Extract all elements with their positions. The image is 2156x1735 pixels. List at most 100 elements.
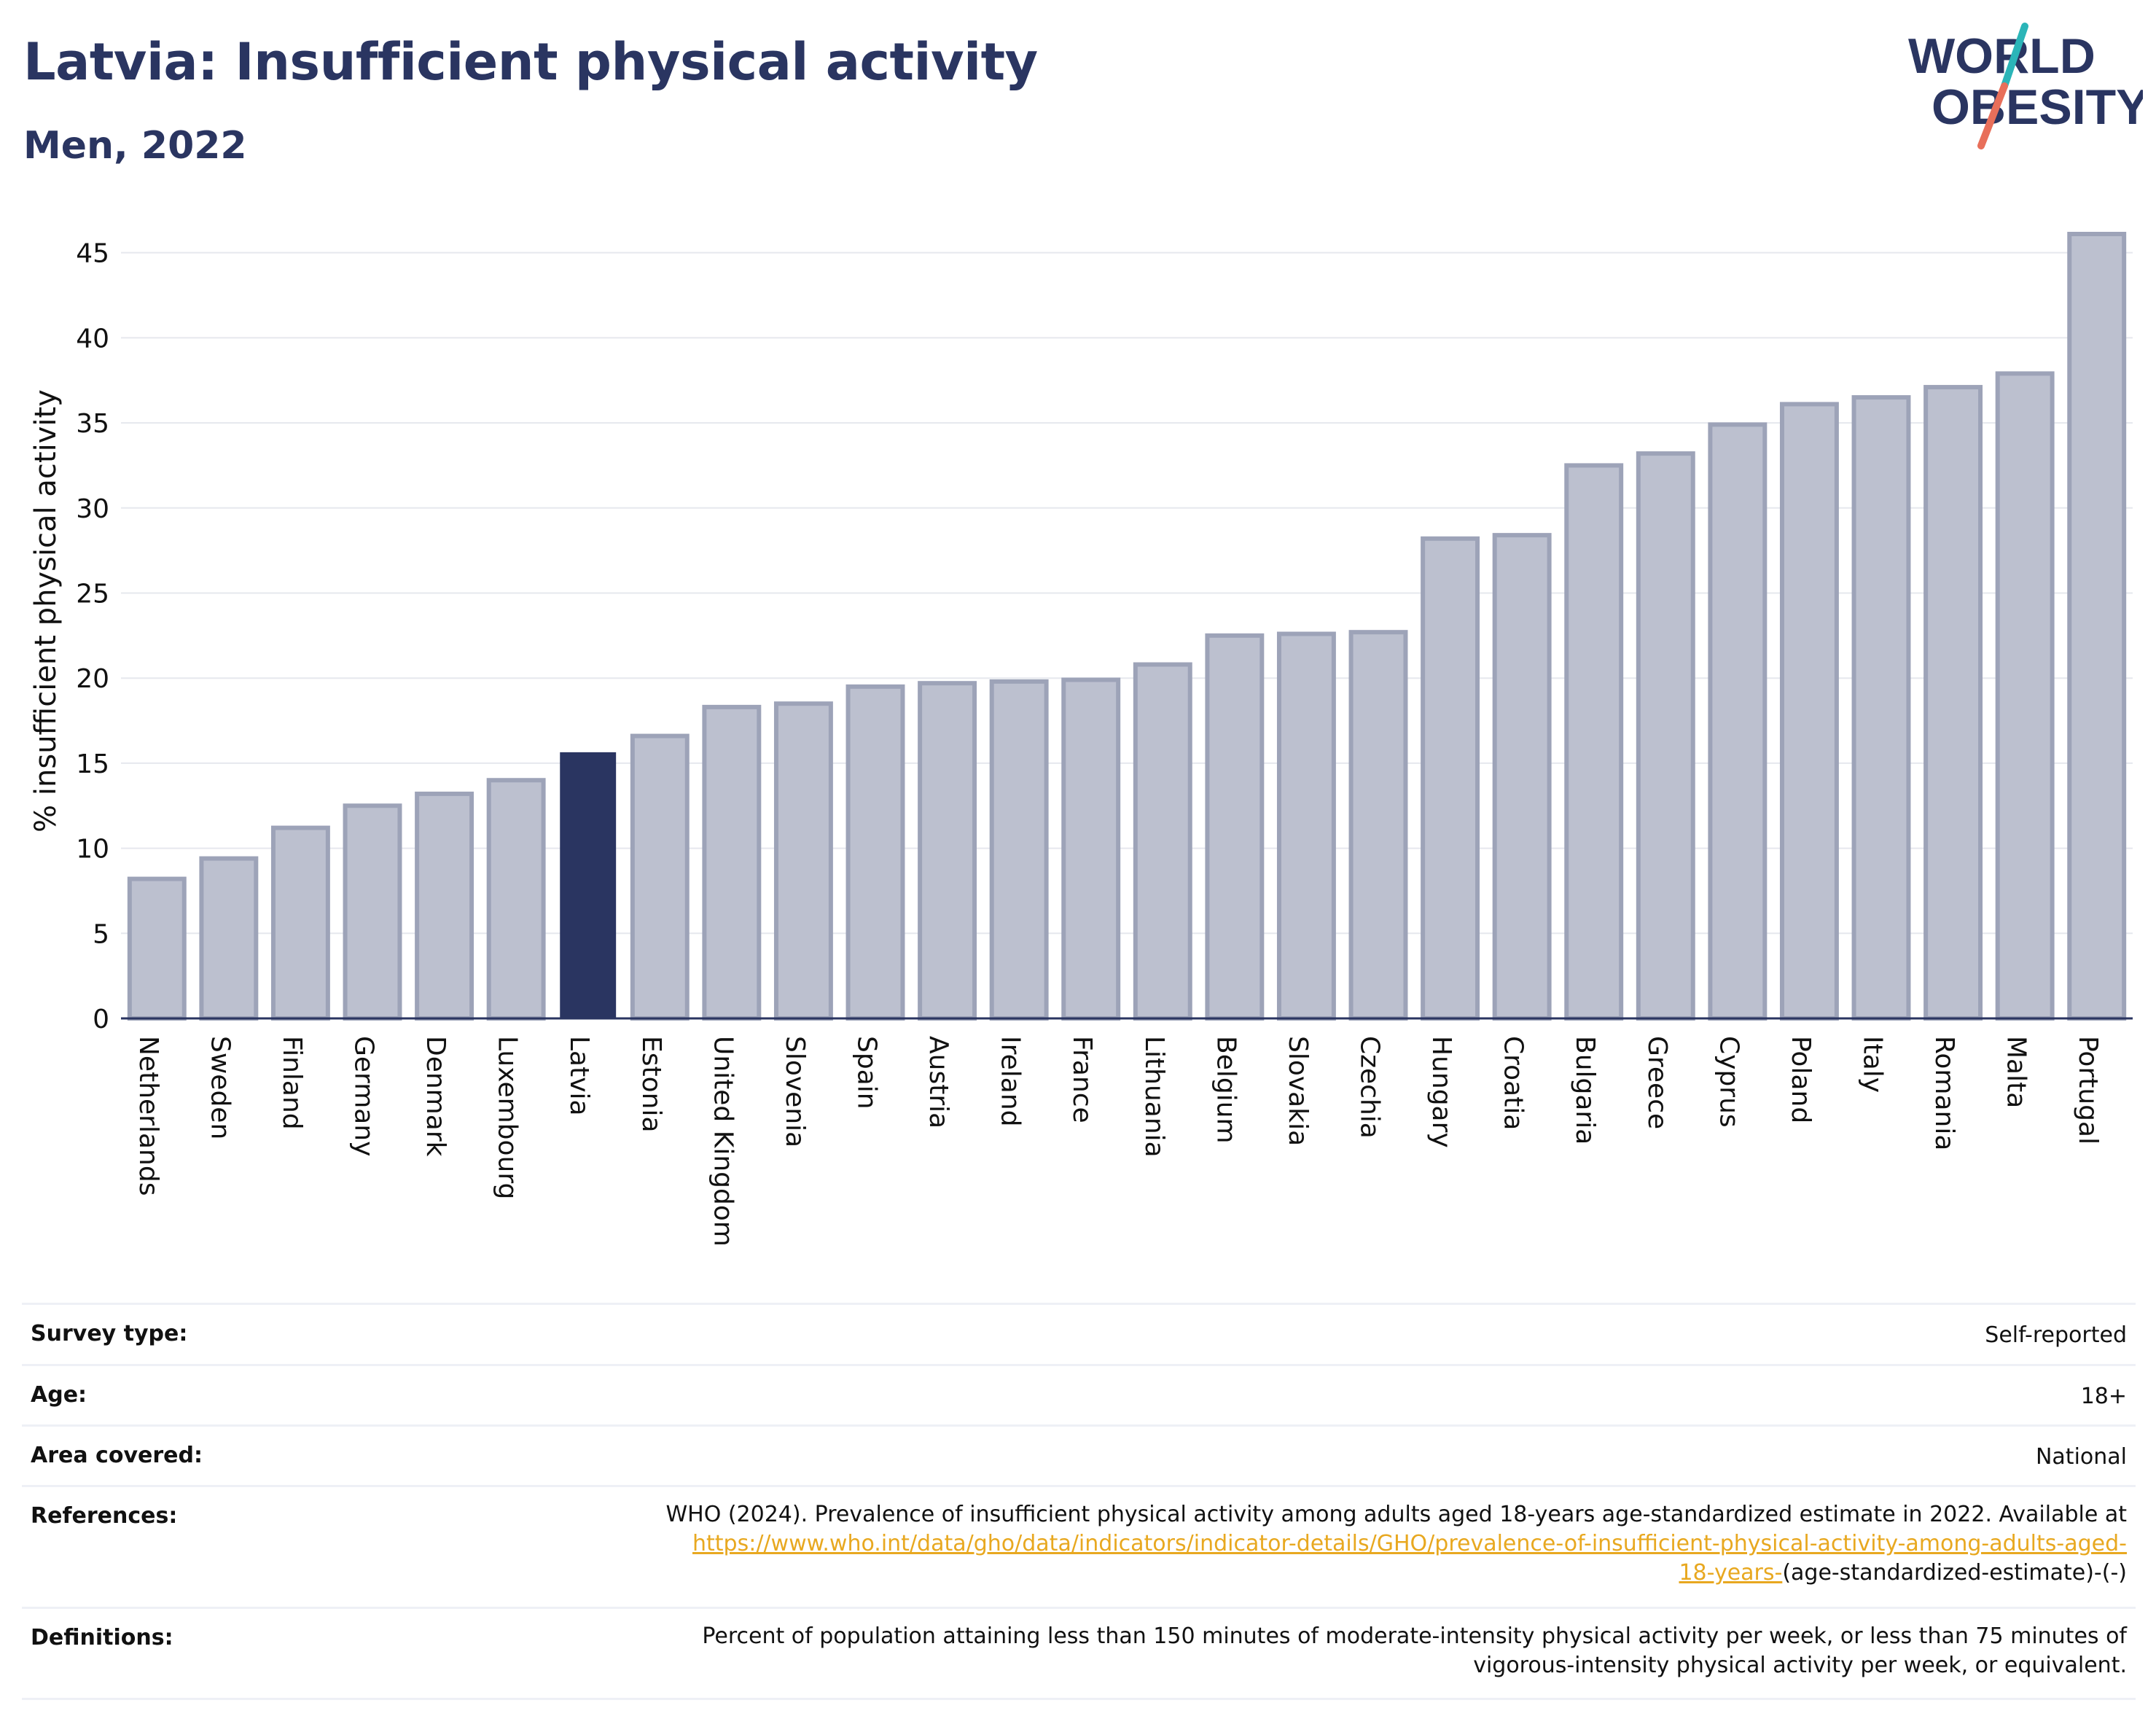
bar-greece xyxy=(1636,451,1695,1021)
x-tick-label: Italy xyxy=(1858,1036,1888,1093)
logo-slash-coral xyxy=(1977,82,2008,149)
y-tick-label: 20 xyxy=(76,664,109,694)
definitions-line-1: Percent of population attaining less tha… xyxy=(702,1623,2127,1649)
bar-malta xyxy=(1995,371,2055,1021)
bar-finland xyxy=(270,825,330,1021)
y-tick-label: 5 xyxy=(93,919,109,949)
x-tick-label: Netherlands xyxy=(133,1036,163,1196)
bar-czechia xyxy=(1348,630,1408,1021)
references-link-part-2: 18-years- xyxy=(1679,1560,1783,1586)
info-row-area: Area covered: National xyxy=(22,1425,2136,1486)
bar-belgium xyxy=(1205,633,1265,1021)
references-link-part-1: https://www.who.int/data/gho/data/indica… xyxy=(692,1531,2127,1556)
area-covered-value: National xyxy=(2035,1444,2127,1470)
bar-ireland xyxy=(989,679,1049,1021)
y-tick-label: 10 xyxy=(76,835,109,865)
bars xyxy=(127,232,2127,1021)
bar-spain xyxy=(845,684,905,1021)
chart-title: Latvia: Insufficient physical activity xyxy=(23,32,1038,92)
x-axis-labels: Netherlands Sweden Finland Germany Denmark Lu… xyxy=(133,1036,2103,1247)
x-tick-label: Luxembourg xyxy=(493,1036,523,1199)
x-tick-label: Latvia xyxy=(564,1036,594,1116)
y-tick-label: 45 xyxy=(76,239,109,269)
x-tick-label: Denmark xyxy=(421,1036,450,1157)
bar-croatia xyxy=(1492,533,1552,1021)
definitions-value: Percent of population attaining less tha… xyxy=(550,1608,2136,1699)
references-link[interactable]: https://www.who.int/data/gho/data/indica… xyxy=(692,1531,2127,1586)
bar-chart: 0 5 10 15 20 25 30 35 40 45 Netherlands Sweden Finl… xyxy=(29,232,2133,1247)
references-value: WHO (2024). Prevalence of insufficient p… xyxy=(550,1486,2136,1608)
bar-latvia xyxy=(560,752,617,1020)
y-tick-label: 25 xyxy=(76,579,109,609)
bar-slovakia xyxy=(1276,631,1336,1021)
x-tick-label: Romania xyxy=(1929,1036,1959,1150)
x-tick-label: Estonia xyxy=(636,1036,666,1133)
x-tick-label: United Kingdom xyxy=(708,1036,738,1247)
x-tick-label: Malta xyxy=(2001,1036,2031,1108)
x-tick-label: Finland xyxy=(277,1036,307,1130)
x-tick-label: Germany xyxy=(349,1036,379,1156)
bar-france xyxy=(1061,677,1121,1021)
bar-austria xyxy=(918,681,977,1021)
references-label: References: xyxy=(31,1503,178,1529)
chart-subtitle: Men, 2022 xyxy=(23,124,247,168)
logo-text-obesity: OBESITY xyxy=(1932,79,2143,135)
bar-slovenia xyxy=(773,701,833,1021)
x-tick-label: Belgium xyxy=(1211,1036,1241,1144)
references-suffix: (age-standardized-estimate)-(-) xyxy=(1782,1560,2127,1586)
info-table: Survey type: Self-reported Age: 18+ Area… xyxy=(22,1303,2136,1700)
definitions-label: Definitions: xyxy=(31,1625,173,1650)
x-tick-label: Slovenia xyxy=(780,1036,810,1147)
bar-germany xyxy=(343,803,402,1021)
bar-united-kingdom xyxy=(702,704,762,1021)
references-text: WHO (2024). Prevalence of insufficient p… xyxy=(665,1502,2127,1527)
x-tick-label: Austria xyxy=(923,1036,953,1128)
info-row-age: Age: 18+ xyxy=(22,1365,2136,1426)
x-tick-label: Hungary xyxy=(1426,1036,1456,1148)
definitions-line-2: vigorous-intensity physical activity per… xyxy=(1473,1653,2127,1678)
logo-slash-teal xyxy=(2001,23,2028,90)
logo-text-world: WORLD xyxy=(1908,28,2096,84)
y-axis-label: % insufficient physical activity xyxy=(29,389,63,833)
age-label: Age: xyxy=(31,1382,87,1408)
survey-type-label: Survey type: xyxy=(31,1321,188,1346)
x-tick-label: Czechia xyxy=(1355,1036,1385,1139)
age-value: 18+ xyxy=(2080,1384,2127,1409)
y-tick-label: 35 xyxy=(76,409,109,439)
info-row-definitions: Definitions: Percent of population attai… xyxy=(22,1607,2136,1699)
x-tick-label: Spain xyxy=(852,1036,882,1110)
x-tick-label: Slovakia xyxy=(1283,1036,1313,1146)
world-obesity-logo: WORLD OBESITY xyxy=(1908,23,2143,149)
y-axis-ticks: 0 5 10 15 20 25 30 35 40 45 xyxy=(76,239,109,1034)
x-tick-label: Ireland xyxy=(996,1036,1026,1127)
x-tick-label: Cyprus xyxy=(1714,1036,1743,1128)
bar-estonia xyxy=(630,733,690,1021)
x-tick-label: Bulgaria xyxy=(1570,1036,1600,1145)
bar-netherlands xyxy=(127,876,187,1021)
bar-portugal xyxy=(2067,232,2127,1021)
bar-cyprus xyxy=(1708,422,1768,1021)
y-tick-label: 40 xyxy=(76,324,109,354)
bar-poland xyxy=(1779,402,1839,1021)
y-tick-label: 0 xyxy=(93,1005,109,1034)
bar-romania xyxy=(1923,385,1983,1021)
x-tick-label: Croatia xyxy=(1499,1036,1528,1130)
bar-luxembourg xyxy=(486,778,546,1021)
y-tick-label: 15 xyxy=(76,749,109,779)
area-covered-label: Area covered: xyxy=(31,1443,203,1468)
x-tick-label: Sweden xyxy=(205,1036,235,1139)
info-row-survey-type: Survey type: Self-reported xyxy=(22,1303,2136,1365)
bar-sweden xyxy=(199,856,259,1021)
bar-denmark xyxy=(415,791,474,1021)
info-row-references: References: WHO (2024). Prevalence of in… xyxy=(22,1486,2136,1608)
x-tick-label: Poland xyxy=(1786,1036,1816,1123)
bar-italy xyxy=(1851,395,1911,1021)
x-tick-label: Greece xyxy=(1642,1036,1672,1129)
bar-bulgaria xyxy=(1564,463,1624,1021)
x-tick-label: France xyxy=(1067,1036,1097,1123)
survey-type-value: Self-reported xyxy=(1985,1322,2127,1348)
x-tick-label: Portugal xyxy=(2073,1036,2103,1145)
bar-hungary xyxy=(1421,536,1480,1021)
x-tick-label: Lithuania xyxy=(1139,1036,1169,1158)
bar-lithuania xyxy=(1133,662,1192,1021)
